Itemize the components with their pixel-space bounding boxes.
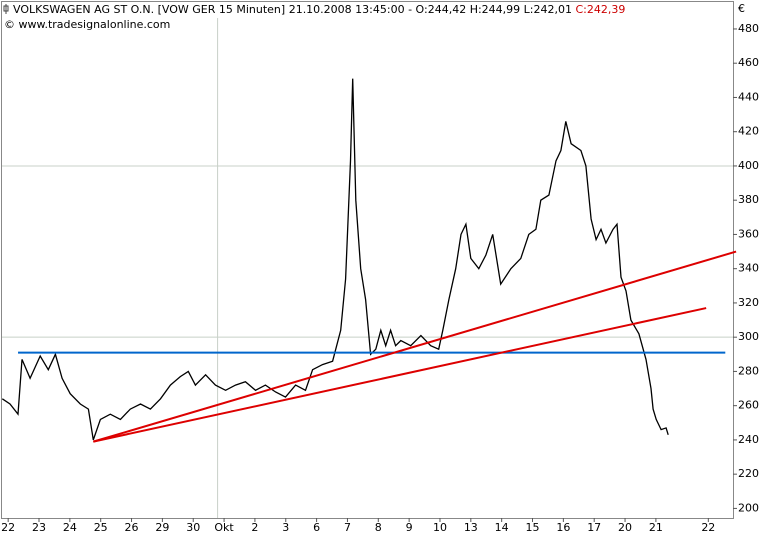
x-tick-label: 23 xyxy=(32,521,46,534)
y-tick-label: 480 xyxy=(738,22,759,35)
y-tick-label: 440 xyxy=(738,90,759,103)
chart-title: VOLKSWAGEN AG ST O.N. [VOW GER 15 Minute… xyxy=(13,3,625,16)
x-tick-label: 8 xyxy=(375,521,382,534)
x-tick-label: 6 xyxy=(313,521,320,534)
y-tick-label: 320 xyxy=(738,296,759,309)
subtitle: © www.tradesignalonline.com xyxy=(4,18,170,31)
x-tick-label: 22 xyxy=(701,521,715,534)
y-tick-label: 260 xyxy=(738,399,759,412)
y-tick-label: 280 xyxy=(738,364,759,377)
x-tick-label: 9 xyxy=(406,521,413,534)
x-tick-label: 24 xyxy=(63,521,77,534)
y-tick-label: 340 xyxy=(738,262,759,275)
x-tick-label: 16 xyxy=(556,521,570,534)
x-tick-label: 3 xyxy=(282,521,289,534)
x-tick-label: 13 xyxy=(464,521,478,534)
x-tick-label: 30 xyxy=(186,521,200,534)
x-tick-label: 2 xyxy=(251,521,258,534)
y-tick-label: 460 xyxy=(738,56,759,69)
x-tick-label: 26 xyxy=(125,521,139,534)
x-tick-label: 10 xyxy=(433,521,447,534)
x-tick-label: 22 xyxy=(1,521,15,534)
y-tick-label: 300 xyxy=(738,330,759,343)
x-tick-label: 21 xyxy=(649,521,663,534)
x-tick-label: 15 xyxy=(526,521,540,534)
trend-line xyxy=(93,307,707,443)
price-line xyxy=(1,78,669,441)
title-text: VOLKSWAGEN AG ST O.N. [VOW GER 15 Minute… xyxy=(13,3,572,16)
trend-line xyxy=(93,250,737,443)
y-tick-label: 240 xyxy=(738,433,759,446)
x-tick-label: 20 xyxy=(618,521,632,534)
x-tick-label: 29 xyxy=(155,521,169,534)
close-label: C:242,39 xyxy=(575,3,625,16)
x-tick-label: 7 xyxy=(344,521,351,534)
y-tick-label: 380 xyxy=(738,193,759,206)
x-tick-label: Okt xyxy=(214,521,234,534)
y-tick-label: 400 xyxy=(738,159,759,172)
plot-frame xyxy=(1,1,734,519)
x-tick-label: 14 xyxy=(495,521,509,534)
y-tick-label: 420 xyxy=(738,125,759,138)
y-tick-label: 220 xyxy=(738,467,759,480)
x-tick-label: 25 xyxy=(94,521,108,534)
y-tick-label: 360 xyxy=(738,227,759,240)
symbol-icon xyxy=(3,4,9,14)
x-tick-label: 17 xyxy=(587,521,601,534)
y-unit: € xyxy=(738,2,745,15)
y-tick-label: 200 xyxy=(738,501,759,514)
